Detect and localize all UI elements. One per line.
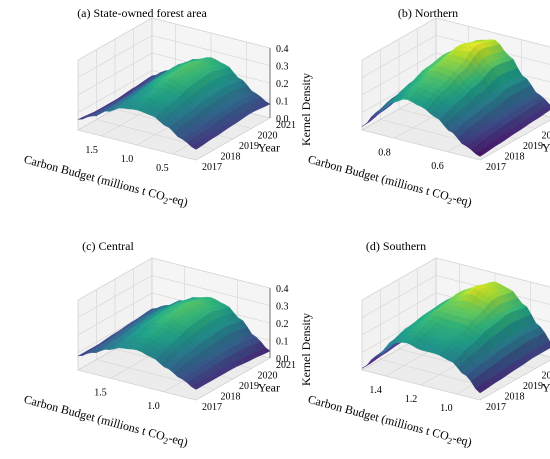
year-tick-label: 2020 — [542, 131, 550, 142]
year-tick-label: 2020 — [258, 371, 278, 382]
z-axis-label: Kernel Density — [299, 313, 313, 386]
density-surface — [77, 57, 271, 150]
year-tick-label: 2018 — [505, 152, 525, 163]
density-surface — [361, 39, 550, 157]
year-tick-label: 2021 — [276, 360, 296, 371]
carbon-tick-label: 0.8 — [378, 147, 391, 158]
z-tick-label: 0.4 — [276, 44, 289, 55]
z-tick-label: 0.0 — [276, 354, 289, 365]
year-axis-label: Year — [542, 140, 550, 154]
carbon-tick-label: 0.6 — [431, 161, 444, 172]
z-axis: 0.0 0.1 0.2 0.3 0.4 Kernel Density — [269, 284, 313, 386]
year-tick-label: 2019 — [239, 381, 259, 392]
carbon-axis-label: Carbon Budget (millions t CO2-eq) — [22, 152, 190, 211]
year-tick-label: 2019 — [523, 381, 543, 392]
z-tick-label: 0.2 — [276, 79, 289, 90]
z-tick-label: 0.2 — [276, 319, 289, 330]
panel-title: (b) Northern — [398, 6, 458, 20]
z-tick-label: 0.1 — [276, 337, 289, 348]
year-tick-label: 2017 — [202, 402, 222, 413]
year-tick-label: 2019 — [239, 141, 259, 152]
year-tick-label: 2021 — [276, 120, 296, 131]
z-axis: 0.0 0.1 0.2 0.3 0.4 Kernel Density — [269, 44, 313, 146]
carbon-tick-label: 1.2 — [405, 394, 418, 405]
z-tick-label: 0.1 — [276, 97, 289, 108]
z-tick-label: 0.0 — [276, 114, 289, 125]
year-tick-label: 2017 — [202, 162, 222, 173]
year-tick-label: 2019 — [523, 141, 543, 152]
carbon-tick-label: 1.0 — [440, 403, 453, 414]
panel-title: (d) Southern — [366, 239, 426, 253]
z-tick-label: 0.3 — [276, 62, 289, 73]
z-tick-label: 0.4 — [276, 284, 289, 295]
carbon-axis-label: Carbon Budget (millions t CO2-eq) — [306, 152, 474, 211]
carbon-tick-label: 1.5 — [94, 387, 107, 398]
year-tick-label: 2017 — [486, 402, 506, 413]
year-axis-label: Year — [542, 380, 550, 394]
density-surface — [361, 281, 550, 394]
z-tick-label: 0.3 — [276, 302, 289, 313]
year-tick-label: 2018 — [221, 392, 241, 403]
carbon-tick-label: 1.4 — [369, 385, 382, 396]
carbon-axis-label: Carbon Budget (millions t CO2-eq) — [22, 392, 190, 451]
panel-title: (c) Central — [82, 239, 134, 253]
year-tick-label: 2018 — [505, 392, 525, 403]
carbon-tick-label: 1.0 — [121, 154, 134, 165]
year-axis-label: Year — [258, 380, 280, 394]
carbon-tick-label: 1.0 — [147, 401, 160, 412]
year-tick-label: 2020 — [542, 371, 550, 382]
year-tick-label: 2018 — [221, 152, 241, 163]
carbon-tick-label: 0.5 — [156, 163, 169, 174]
year-tick-label: 2017 — [486, 162, 506, 173]
carbon-tick-label: 1.5 — [85, 145, 98, 156]
density-surface — [77, 296, 271, 390]
year-tick-label: 2020 — [258, 131, 278, 142]
z-axis-label: Kernel Density — [299, 73, 313, 146]
carbon-axis-label: Carbon Budget (millions t CO2-eq) — [306, 392, 474, 451]
panel-title: (a) State-owned forest area — [77, 6, 207, 20]
year-axis-label: Year — [258, 140, 280, 154]
